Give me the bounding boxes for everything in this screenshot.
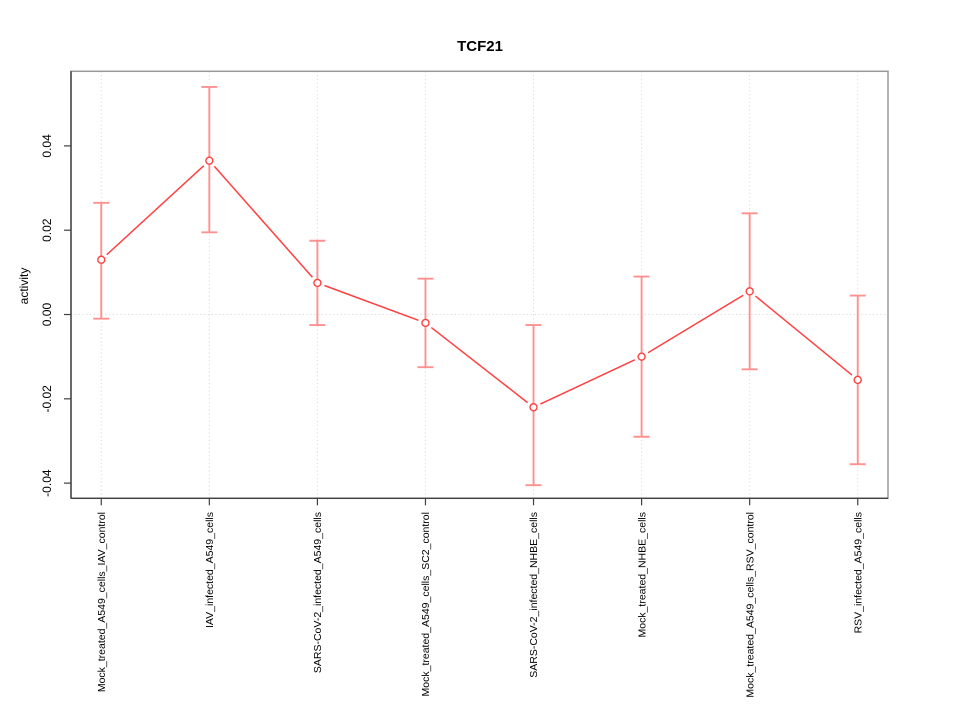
y-tick-label: 0.00 xyxy=(40,303,54,327)
series-segment xyxy=(324,284,419,322)
y-tick-label: 0.04 xyxy=(40,134,54,158)
series-segment xyxy=(430,326,529,404)
x-tick-label: Mock_treated_NHBE_cells xyxy=(636,512,648,637)
x-tick-label: Mock_treated_A549_cells_RSV_control xyxy=(744,512,756,698)
x-tick-label: IAV_infected_A549_cells xyxy=(204,512,216,628)
y-tick-label: -0.02 xyxy=(40,385,54,413)
data-point xyxy=(637,352,646,361)
series-segment xyxy=(754,295,853,376)
data-point xyxy=(853,375,862,385)
data-point xyxy=(421,318,430,328)
data-point xyxy=(745,287,754,296)
x-tick-label: Mock_treated_A549_cells_IAV_control xyxy=(96,512,108,692)
series-segment xyxy=(213,165,313,278)
x-tick-label: SARS-CoV-2_infected_A549_cells xyxy=(312,512,324,673)
x-tick-label: SARS-CoV-2_infected_NHBE_cells xyxy=(528,512,540,678)
data-point xyxy=(205,156,214,165)
y-tick-label: -0.04 xyxy=(40,469,54,497)
data-point xyxy=(97,255,106,264)
series-segment xyxy=(106,165,205,256)
series-segment xyxy=(540,359,636,405)
data-point xyxy=(529,403,538,412)
chart-title: TCF21 xyxy=(457,38,503,55)
data-point xyxy=(313,278,322,288)
x-tick-label: Mock_treated_A549_cells_SC2_control xyxy=(420,512,432,696)
x-tick-label: RSV_infected_A549_cells xyxy=(852,512,864,633)
series-segment xyxy=(647,294,744,354)
y-tick-label: 0.02 xyxy=(40,218,54,242)
plot-box xyxy=(70,70,889,500)
